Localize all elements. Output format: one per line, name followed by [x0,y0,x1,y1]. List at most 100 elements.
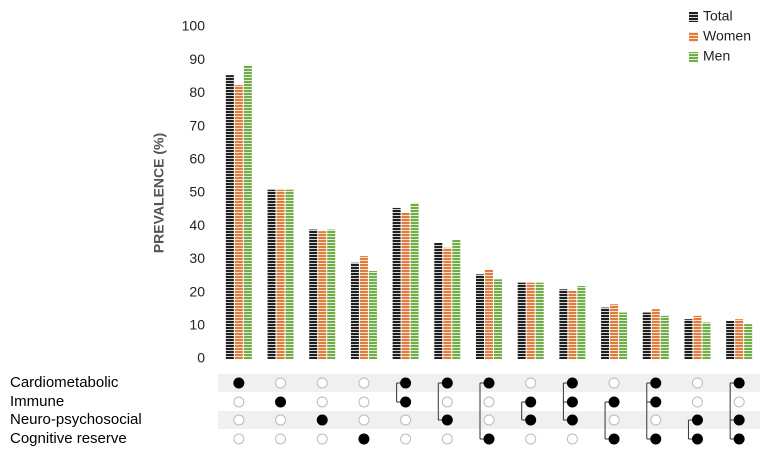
set-dot [525,433,537,445]
bar [434,242,443,359]
y-tick-label: 10 [189,317,205,333]
set-dot [400,377,412,389]
bar [517,282,526,359]
set-dot [316,433,328,445]
y-tick-label: 20 [189,283,205,299]
y-tick-label: 100 [182,18,206,34]
set-dot [483,396,495,408]
set-label: Neuro-psychosocial [10,411,142,428]
y-tick-label: 50 [189,184,205,200]
set-dot [566,414,578,426]
set-dot [733,377,745,389]
set-label: Cardiometabolic [10,374,119,391]
set-dot [400,396,412,408]
legend-label: Total [703,8,733,24]
set-dot [483,414,495,426]
bar [267,189,276,359]
set-dot [650,414,662,426]
bar [309,229,318,359]
set-dot [400,433,412,445]
y-tick-label: 40 [189,217,205,233]
bar [359,256,368,359]
bar [559,289,568,359]
bar [601,307,610,359]
bar [494,279,502,359]
set-dot [441,414,453,426]
bar [693,315,702,359]
bar [642,312,651,359]
y-tick-label: 90 [189,51,205,67]
set-dot [733,414,745,426]
bar [660,315,669,359]
set-dot [566,396,578,408]
bar [577,285,586,359]
set-dot [441,396,453,408]
set-dot [358,396,370,408]
set-dot [483,433,495,445]
legend-swatch [689,12,698,22]
set-dot [525,377,537,389]
bar [726,320,735,359]
set-dot [608,414,620,426]
set-dot [733,433,745,445]
set-dot [441,377,453,389]
set-dot [650,433,662,445]
bar [526,282,535,359]
bar [702,322,711,359]
bar [368,271,377,359]
y-axis-title: PREVALENCE (%) [151,133,167,253]
set-dot [275,414,287,426]
set-dot [608,377,620,389]
bar [744,324,753,359]
bar [285,189,294,359]
set-dot [275,377,287,389]
set-dot [233,396,245,408]
set-dot [566,377,578,389]
bar [410,202,419,359]
bar [243,65,252,360]
y-tick-label: 70 [189,117,205,133]
set-dot [400,414,412,426]
bar [485,269,493,359]
set-dot [358,433,370,445]
set-dot [316,377,328,389]
set-label: Cognitive reserve [10,430,127,447]
set-dot [525,414,537,426]
bar [684,319,693,359]
set-dot [733,396,745,408]
set-dot [358,377,370,389]
set-dot [358,414,370,426]
set-dot [691,377,703,389]
bar [327,229,336,359]
set-dot [316,396,328,408]
set-dot [525,396,537,408]
legend-label: Men [703,48,730,64]
bar [476,274,484,359]
bar [234,85,243,359]
set-dot [650,377,662,389]
bar [350,262,359,359]
set-dot [691,433,703,445]
bar [651,309,660,359]
bar [610,304,619,359]
y-tick-label: 30 [189,250,205,266]
set-dot [233,377,245,389]
set-dot [483,377,495,389]
bar [735,319,744,359]
bar [443,247,452,359]
set-dot [316,414,328,426]
y-tick-label: 80 [189,84,205,100]
set-dot [233,433,245,445]
set-dot [650,396,662,408]
legend-swatch [689,32,698,42]
bar [401,212,410,359]
set-dot [233,414,245,426]
set-dot [566,433,578,445]
y-tick-label: 60 [189,151,205,167]
y-tick-label: 0 [197,350,205,366]
set-dot [691,414,703,426]
bar [619,312,628,359]
set-label: Immune [10,393,64,410]
bar [535,282,544,359]
